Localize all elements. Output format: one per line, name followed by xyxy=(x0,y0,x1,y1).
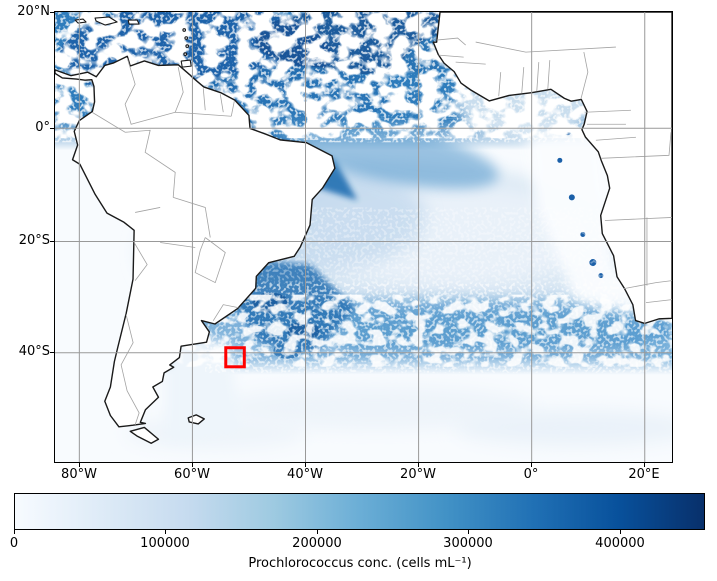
lat-tick-40s xyxy=(50,352,54,353)
lon-label-60w: 60°W xyxy=(174,467,210,482)
lon-label-80w: 80°W xyxy=(61,467,97,482)
study-area-box xyxy=(224,346,246,369)
lon-label-20w: 20°W xyxy=(400,467,436,482)
lat-label-20n: 20°N xyxy=(17,4,50,19)
colorbar-tick-100k xyxy=(165,530,166,534)
colorbar-tick-300k xyxy=(468,530,469,534)
lon-label-0: 0° xyxy=(523,467,539,482)
colorbar-label-100k: 100000 xyxy=(140,536,190,551)
lon-tick-20e xyxy=(644,463,645,467)
lon-label-40w: 40°W xyxy=(287,467,323,482)
colorbar-label-400k: 400000 xyxy=(595,536,645,551)
colorbar-tick-0 xyxy=(14,530,15,534)
colorbar-gradient xyxy=(14,493,705,530)
lat-label-40s: 40°S xyxy=(18,344,50,359)
south-atlantic-map xyxy=(55,12,672,462)
colorbar-title: Prochlorococcus conc. (cells mL⁻¹) xyxy=(248,556,472,571)
lon-label-20e: 20°E xyxy=(628,467,660,482)
tierra-del-fuego xyxy=(129,426,160,444)
colorbar-label-200k: 200000 xyxy=(292,536,342,551)
colorbar-tick-200k xyxy=(317,530,318,534)
africa-coastline xyxy=(432,12,672,325)
graticule xyxy=(55,12,672,462)
lon-tick-80w xyxy=(79,463,80,467)
colorbar-tick-400k xyxy=(620,530,621,534)
country-borders xyxy=(91,37,672,426)
lon-tick-40w xyxy=(305,463,306,467)
lat-label-0: 0° xyxy=(35,120,50,135)
map-canvas xyxy=(54,11,673,463)
lat-tick-20s xyxy=(50,241,54,242)
lat-label-20s: 20°S xyxy=(18,233,50,248)
colorbar-label-0: 0 xyxy=(9,536,19,551)
lon-tick-0 xyxy=(531,463,532,467)
lat-tick-20n xyxy=(50,12,54,13)
lon-tick-60w xyxy=(192,463,193,467)
caribbean-islands xyxy=(74,16,192,68)
lon-tick-20w xyxy=(418,463,419,467)
lat-tick-0 xyxy=(50,128,54,129)
colorbar-label-300k: 300000 xyxy=(443,536,493,551)
